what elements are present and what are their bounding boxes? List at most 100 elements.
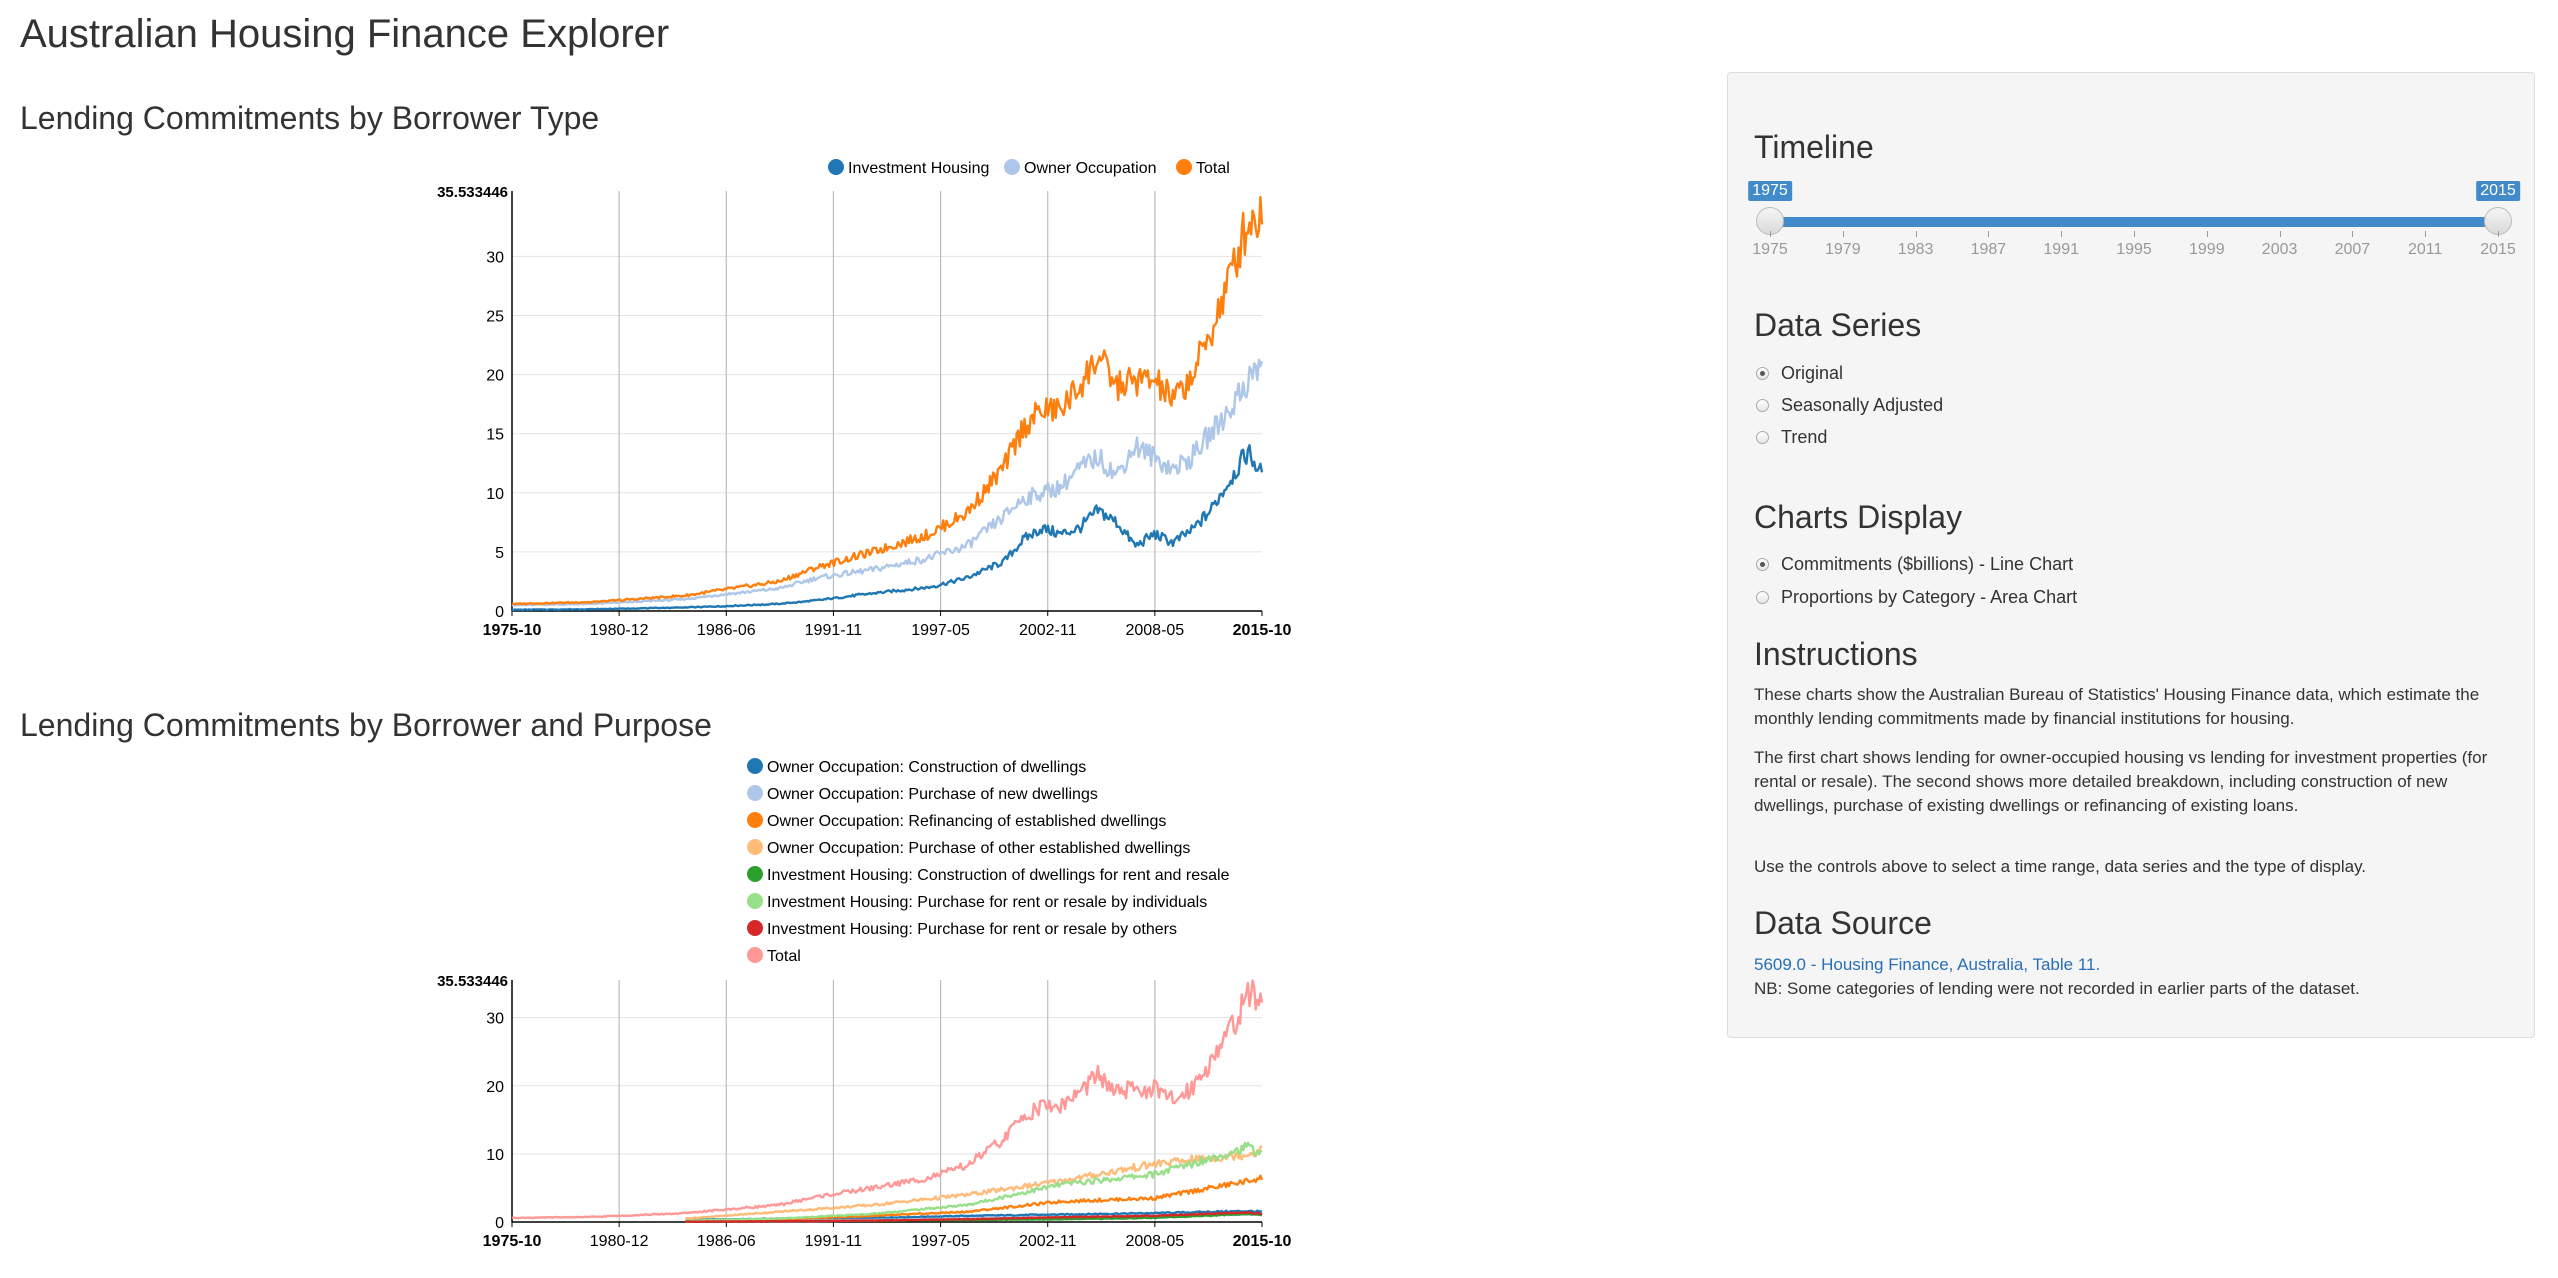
legend-label: Owner Occupation — [1024, 160, 1157, 177]
y-max-label: 35.533446 — [437, 973, 508, 990]
y-tick-label: 25 — [486, 309, 504, 326]
timeline-tick-label: 1983 — [1897, 241, 1934, 258]
series-line — [511, 196, 1264, 606]
legend-label: Total — [1196, 160, 1230, 177]
x-tick-label: 1991-11 — [805, 1233, 863, 1250]
y-tick-label: 20 — [486, 368, 504, 385]
timeline-tick — [2498, 231, 2499, 237]
data-series-option-trend[interactable]: Trend — [1756, 427, 1827, 448]
timeline-tick-label: 2003 — [2261, 241, 2298, 258]
legend-swatch-icon — [828, 159, 844, 175]
radio-icon[interactable] — [1756, 399, 1769, 412]
y-max-label: 35.533446 — [437, 184, 508, 201]
y-tick-label: 0 — [495, 604, 504, 621]
timeline-tick — [2352, 231, 2354, 237]
legend-swatch-icon — [1176, 159, 1192, 175]
radio-icon-checked[interactable] — [1756, 367, 1769, 380]
instructions-paragraph-3: Use the controls above to select a time … — [1754, 857, 2367, 876]
legend-item: Total — [1176, 159, 1230, 177]
data-source-link[interactable]: 5609.0 - Housing Finance, Australia, Tab… — [1754, 955, 2101, 974]
option-label: Original — [1781, 363, 1844, 383]
option-label: Trend — [1781, 427, 1828, 447]
timeline-tick-label: 1979 — [1825, 241, 1861, 258]
data-series-option-original[interactable]: Original — [1756, 363, 1843, 384]
series-line — [685, 1145, 1263, 1220]
series-line — [685, 1210, 1263, 1223]
x-tick-label: 1980-12 — [590, 622, 649, 639]
x-tick-label: 2008-05 — [1125, 1233, 1184, 1250]
timeline-range-bar[interactable] — [1770, 217, 2498, 227]
timeline-tick — [2061, 231, 2063, 237]
timeline-tick — [2206, 231, 2208, 237]
x-tick-label: 1997-05 — [911, 622, 970, 639]
y-tick-label: 30 — [486, 249, 504, 266]
instructions-paragraph-2: The first chart shows lending for owner-… — [1754, 748, 2488, 815]
timeline-tick — [1842, 231, 1844, 237]
timeline-tick-label: 1999 — [2189, 241, 2225, 258]
legend-swatch-icon — [1004, 159, 1020, 175]
legend-swatch-icon — [747, 893, 763, 909]
timeline-start-flag: 1975 — [1748, 181, 1792, 201]
radio-icon-checked[interactable] — [1756, 558, 1769, 571]
borrower-purpose-chart: Owner Occupation: Construction of dwelli… — [437, 758, 1292, 1250]
chart2-title: Lending Commitments by Borrower and Purp… — [20, 707, 712, 743]
x-tick-label: 2002-11 — [1019, 622, 1077, 639]
timeline-tick-label: 1975 — [1752, 241, 1788, 258]
legend-item: Owner Occupation: Construction of dwelli… — [747, 758, 1086, 776]
x-tick-label: 1975-10 — [483, 622, 542, 639]
legend-label: Owner Occupation: Purchase of new dwelli… — [767, 786, 1098, 803]
x-tick-label: 1997-05 — [911, 1233, 970, 1250]
y-tick-label: 5 — [495, 545, 504, 562]
data-series-option-seasonally-adjusted[interactable]: Seasonally Adjusted — [1756, 395, 1943, 416]
legend-item: Investment Housing: Construction of dwel… — [747, 866, 1230, 884]
x-tick-label: 2015-10 — [1233, 1233, 1292, 1250]
y-tick-label: 0 — [495, 1215, 504, 1232]
legend-item: Investment Housing: Purchase for rent or… — [747, 893, 1207, 911]
legend-item: Owner Occupation: Refinancing of establi… — [747, 812, 1166, 830]
timeline-slider[interactable]: 1975 2015 1975 1979 1983 1987 1991 1995 1999 20… — [1748, 181, 2520, 271]
display-option-line-chart[interactable]: Commitments ($billions) - Line Chart — [1756, 554, 2073, 575]
legend-item: Investment Housing: Purchase for rent or… — [747, 920, 1177, 938]
timeline-tick-label: 2007 — [2334, 241, 2371, 258]
legend-swatch-icon — [747, 758, 763, 774]
borrower-type-chart: Investment Housing Owner Occupation Total 0… — [437, 159, 1292, 639]
data-source-block: 5609.0 - Housing Finance, Australia, Tab… — [1754, 953, 2494, 1001]
legend-swatch-icon — [747, 947, 763, 963]
radio-icon[interactable] — [1756, 591, 1769, 604]
timeline-tick — [1915, 231, 1917, 237]
legend-label: Owner Occupation: Construction of dwelli… — [767, 759, 1086, 776]
x-tick-label: 2008-05 — [1125, 622, 1184, 639]
page-title: Australian Housing Finance Explorer — [20, 12, 670, 56]
instructions-heading: Instructions — [1754, 636, 1918, 672]
legend-swatch-icon — [747, 812, 763, 828]
display-option-area-chart[interactable]: Proportions by Category - Area Chart — [1756, 587, 2077, 608]
legend-item: Investment Housing — [828, 159, 989, 177]
y-tick-label: 10 — [486, 1147, 504, 1164]
timeline-tick-label: 2011 — [2407, 241, 2443, 258]
x-tick-label: 2015-10 — [1233, 622, 1292, 639]
controls-panel: Timeline 1975 2015 1975 1979 1983 1987 1991 1… — [1727, 72, 2535, 1038]
x-tick-label: 1991-11 — [805, 622, 863, 639]
legend-label: Owner Occupation: Purchase of other esta… — [767, 840, 1190, 857]
legend-swatch-icon — [747, 920, 763, 936]
timeline-tick-label: 1987 — [1970, 241, 2007, 258]
x-tick-label: 1975-10 — [483, 1233, 542, 1250]
option-label: Proportions by Category - Area Chart — [1781, 587, 2078, 607]
timeline-tick — [1988, 231, 1990, 237]
timeline-tick — [2279, 231, 2281, 237]
radio-icon[interactable] — [1756, 431, 1769, 444]
timeline-end-flag: 2015 — [2476, 181, 2520, 201]
data-source-note: NB: Some categories of lending were not … — [1754, 979, 2360, 998]
legend-label: Investment Housing — [848, 160, 989, 177]
legend-label: Owner Occupation: Refinancing of establi… — [767, 813, 1166, 830]
y-tick-label: 15 — [486, 427, 504, 444]
charts-display-heading: Charts Display — [1754, 499, 1963, 535]
instructions-paragraph-1: These charts show the Australian Bureau … — [1754, 685, 2480, 728]
y-tick-label: 30 — [486, 1011, 504, 1028]
x-tick-label: 1986-06 — [697, 1233, 756, 1250]
chart1-title: Lending Commitments by Borrower Type — [20, 100, 600, 136]
legend-label: Total — [767, 948, 801, 965]
legend-item: Owner Occupation: Purchase of other esta… — [747, 839, 1190, 857]
x-tick-label: 1986-06 — [697, 622, 756, 639]
timeline-tick-label: 1995 — [2116, 241, 2152, 258]
